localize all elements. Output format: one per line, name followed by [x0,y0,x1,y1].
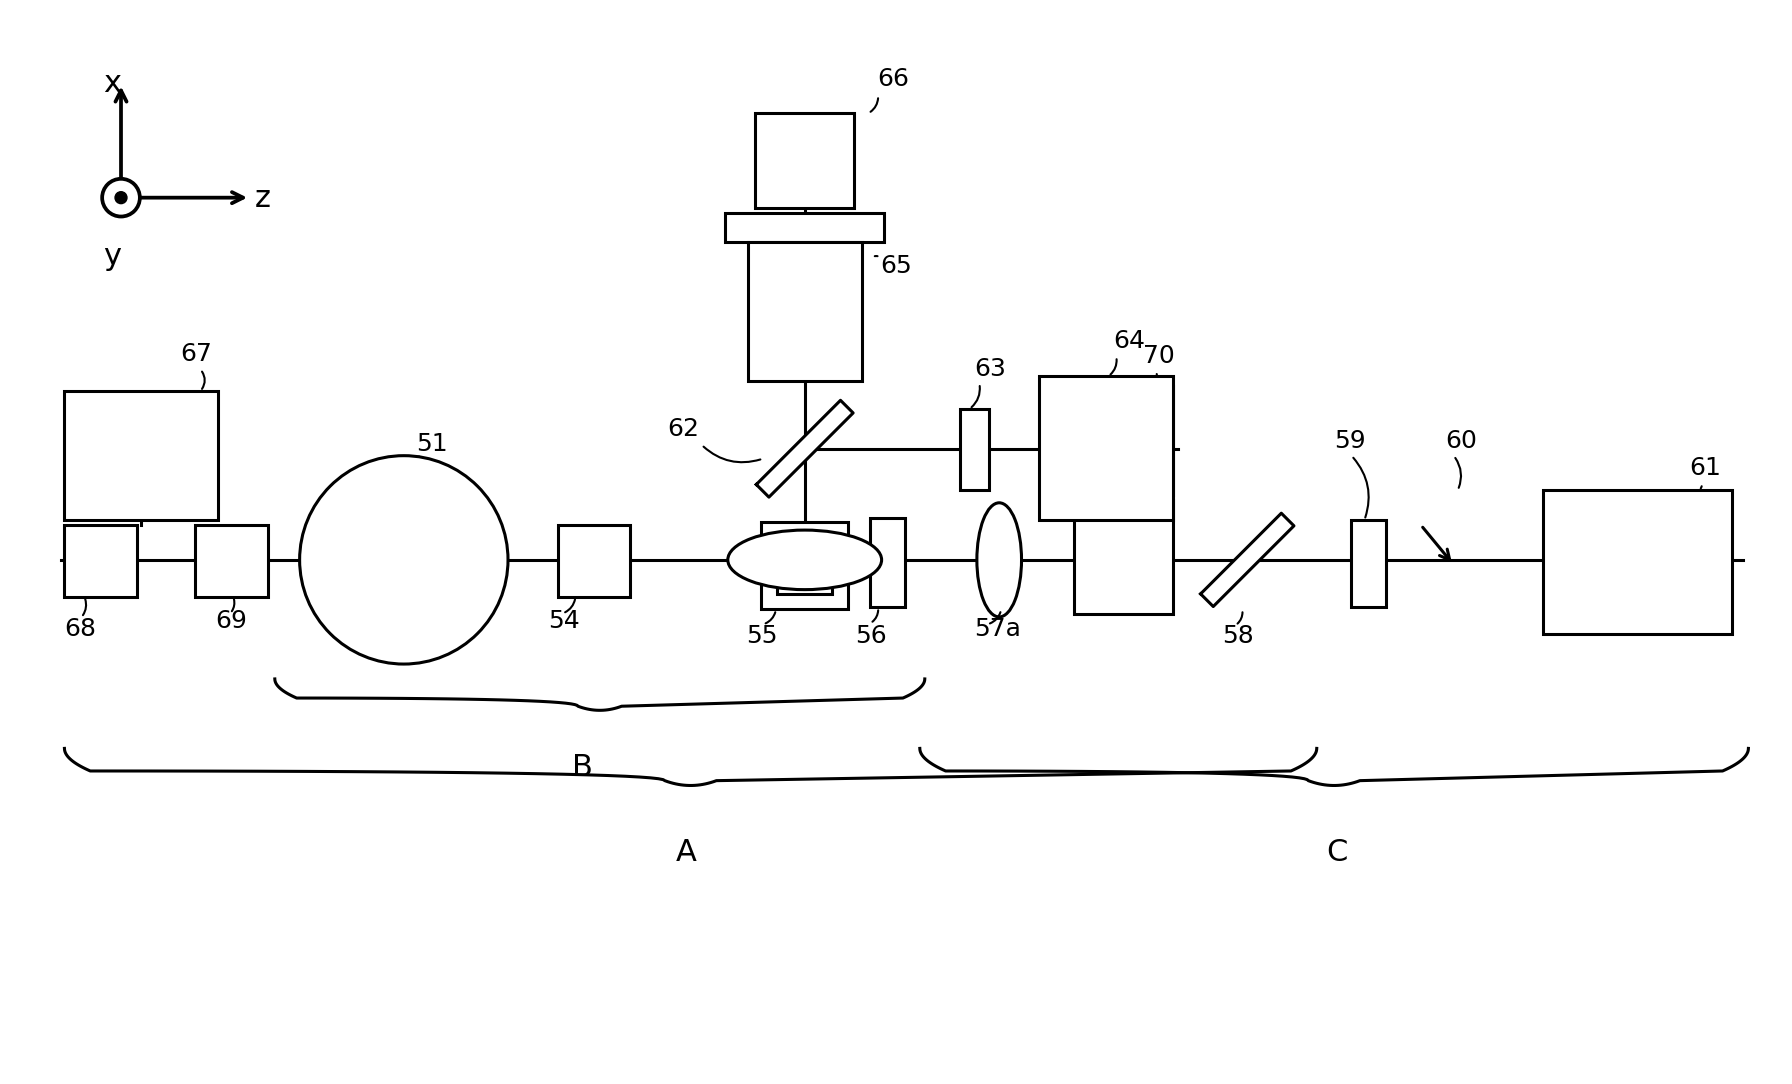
Text: 68: 68 [65,618,97,642]
Text: 69: 69 [215,609,247,633]
Bar [726,212,883,243]
Bar [65,525,136,596]
Text: z: z [254,184,271,212]
Text: 64: 64 [1113,330,1145,353]
Bar [557,525,631,596]
Text: 63: 63 [975,358,1007,382]
Text: 56: 56 [855,624,887,648]
Text: 62: 62 [667,416,699,441]
Bar [747,243,862,382]
Text: C: C [1326,838,1348,867]
Bar [778,538,833,594]
Bar [1039,376,1172,520]
Text: 70: 70 [1143,345,1176,369]
Bar [1073,386,1172,495]
Polygon shape [756,400,853,498]
Text: 57a: 57a [975,618,1021,642]
Text: 55: 55 [745,624,778,648]
Bar [754,114,855,208]
Bar [65,391,219,520]
Bar [195,525,267,596]
Text: A: A [676,838,697,867]
Text: 54: 54 [548,609,579,633]
Bar [959,409,989,490]
Circle shape [115,192,127,204]
Text: 66: 66 [876,67,909,91]
Circle shape [102,179,140,217]
Bar [1543,490,1731,634]
Ellipse shape [728,530,882,590]
Bar [871,518,905,607]
Polygon shape [1201,513,1294,607]
Bar [762,522,848,609]
Ellipse shape [977,503,1021,617]
Text: 58: 58 [1222,624,1254,648]
Text: 61: 61 [1688,456,1720,480]
Bar [1073,501,1172,615]
Text: 60: 60 [1446,428,1478,453]
Text: 67: 67 [181,343,213,366]
Text: y: y [104,243,122,271]
Text: 51: 51 [416,431,448,455]
Text: B: B [572,753,593,783]
Text: x: x [104,68,122,98]
Bar [1351,520,1387,607]
Text: 59: 59 [1335,428,1366,453]
Circle shape [299,455,507,664]
Text: 65: 65 [880,255,912,279]
